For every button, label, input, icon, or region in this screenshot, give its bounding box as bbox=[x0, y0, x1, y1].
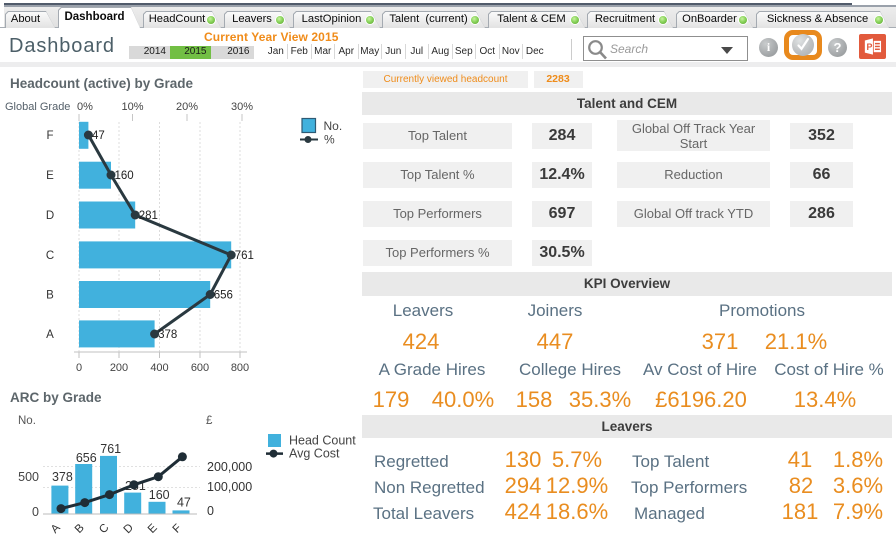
svg-text:100,000: 100,000 bbox=[207, 480, 252, 494]
svg-text:E: E bbox=[46, 170, 54, 182]
svg-text:600: 600 bbox=[191, 362, 209, 374]
svg-text:761: 761 bbox=[100, 442, 121, 456]
svg-text:F: F bbox=[171, 522, 184, 535]
svg-text:B: B bbox=[73, 522, 87, 536]
svg-text:0: 0 bbox=[32, 505, 39, 519]
svg-text:F: F bbox=[46, 130, 53, 142]
svg-text:0%: 0% bbox=[77, 101, 93, 113]
svg-text:B: B bbox=[46, 290, 54, 302]
svg-text:No.: No. bbox=[324, 119, 343, 133]
svg-text:656: 656 bbox=[76, 451, 97, 465]
svg-text:Headcount (active) by Grade: Headcount (active) by Grade bbox=[10, 76, 194, 91]
svg-text:D: D bbox=[46, 210, 54, 222]
svg-text:656: 656 bbox=[214, 290, 233, 302]
svg-text:160: 160 bbox=[115, 170, 134, 182]
svg-text:ARC by Grade: ARC by Grade bbox=[10, 390, 102, 405]
svg-text:Global Grade: Global Grade bbox=[5, 101, 70, 113]
svg-text:378: 378 bbox=[158, 329, 177, 341]
svg-text:10%: 10% bbox=[121, 101, 143, 113]
svg-text:A: A bbox=[49, 522, 63, 536]
svg-text:0: 0 bbox=[76, 362, 82, 374]
svg-text:47: 47 bbox=[92, 130, 105, 142]
svg-text:500: 500 bbox=[18, 470, 39, 484]
svg-text:200,000: 200,000 bbox=[207, 460, 252, 474]
svg-text:20%: 20% bbox=[176, 101, 198, 113]
svg-text:800: 800 bbox=[231, 362, 249, 374]
svg-text:C: C bbox=[46, 250, 54, 262]
svg-text:281: 281 bbox=[139, 210, 158, 222]
svg-text:C: C bbox=[97, 522, 111, 536]
svg-text:No.: No. bbox=[18, 415, 36, 427]
svg-text:%: % bbox=[324, 133, 335, 147]
svg-text:0: 0 bbox=[207, 504, 214, 518]
svg-text:Avg Cost: Avg Cost bbox=[289, 447, 340, 461]
svg-text:200: 200 bbox=[110, 362, 128, 374]
svg-text:160: 160 bbox=[149, 488, 170, 502]
svg-text:Head Count: Head Count bbox=[289, 434, 356, 448]
svg-text:378: 378 bbox=[52, 470, 73, 484]
svg-text:47: 47 bbox=[177, 496, 191, 510]
svg-text:761: 761 bbox=[235, 250, 254, 262]
svg-text:30%: 30% bbox=[231, 101, 253, 113]
svg-text:P: P bbox=[866, 42, 872, 52]
svg-text:A: A bbox=[46, 329, 54, 341]
svg-text:D: D bbox=[122, 522, 136, 536]
svg-text:E: E bbox=[146, 522, 160, 536]
svg-text:400: 400 bbox=[150, 362, 168, 374]
svg-text:£: £ bbox=[206, 415, 213, 427]
